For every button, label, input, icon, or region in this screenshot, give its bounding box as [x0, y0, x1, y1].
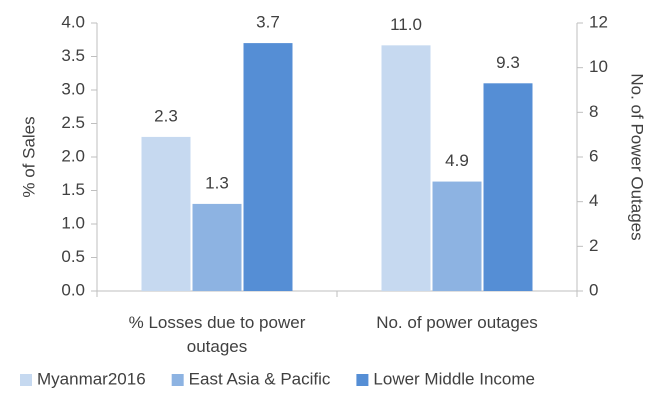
y-tick-label: 1.5 [61, 180, 85, 199]
y2-tick-label: 10 [589, 57, 608, 76]
bar [141, 136, 191, 291]
y2-tick-label: 8 [589, 102, 598, 121]
data-label: 2.3 [154, 106, 178, 125]
y-tick-label: 0.5 [61, 247, 85, 266]
bar [432, 181, 482, 291]
data-label: 1.3 [205, 173, 229, 192]
y2-tick-label: 0 [589, 280, 598, 299]
y-tick-label: 3.5 [61, 46, 85, 65]
data-label: 9.3 [496, 53, 520, 72]
y-tick-label: 2.0 [61, 146, 85, 165]
legend-swatch [20, 374, 32, 386]
bar [243, 43, 293, 291]
y2-tick-label: 4 [589, 191, 598, 210]
x-tick-label: % Losses due to power outages [128, 313, 306, 356]
y-axis-title: % of Sales [19, 116, 38, 197]
y-tick-label: 0.0 [61, 280, 85, 299]
x-tick-label: No. of power outages [376, 313, 538, 332]
bar [483, 83, 533, 291]
legend-swatch [171, 374, 184, 386]
data-label: 4.9 [445, 151, 469, 170]
y2-tick-label: 6 [589, 146, 598, 165]
data-label: 3.7 [256, 13, 280, 32]
y2-tick-label: 2 [589, 236, 598, 255]
data-label: 11.0 [390, 15, 422, 34]
legend-label: East Asia & Pacific [189, 369, 331, 388]
y-tick-label: 2.5 [61, 113, 85, 132]
legend-swatch [356, 374, 369, 386]
bar [381, 45, 431, 292]
legend-label: Myanmar2016 [37, 369, 146, 388]
legend-label: Lower Middle Income [373, 369, 535, 388]
y-tick-label: 4.0 [61, 12, 85, 31]
bar [192, 203, 242, 291]
y-tick-label: 1.0 [61, 213, 85, 232]
y2-axis-title: No. of Power Outages [628, 73, 647, 240]
y2-tick-label: 12 [589, 12, 608, 31]
y-tick-label: 3.0 [61, 79, 85, 98]
